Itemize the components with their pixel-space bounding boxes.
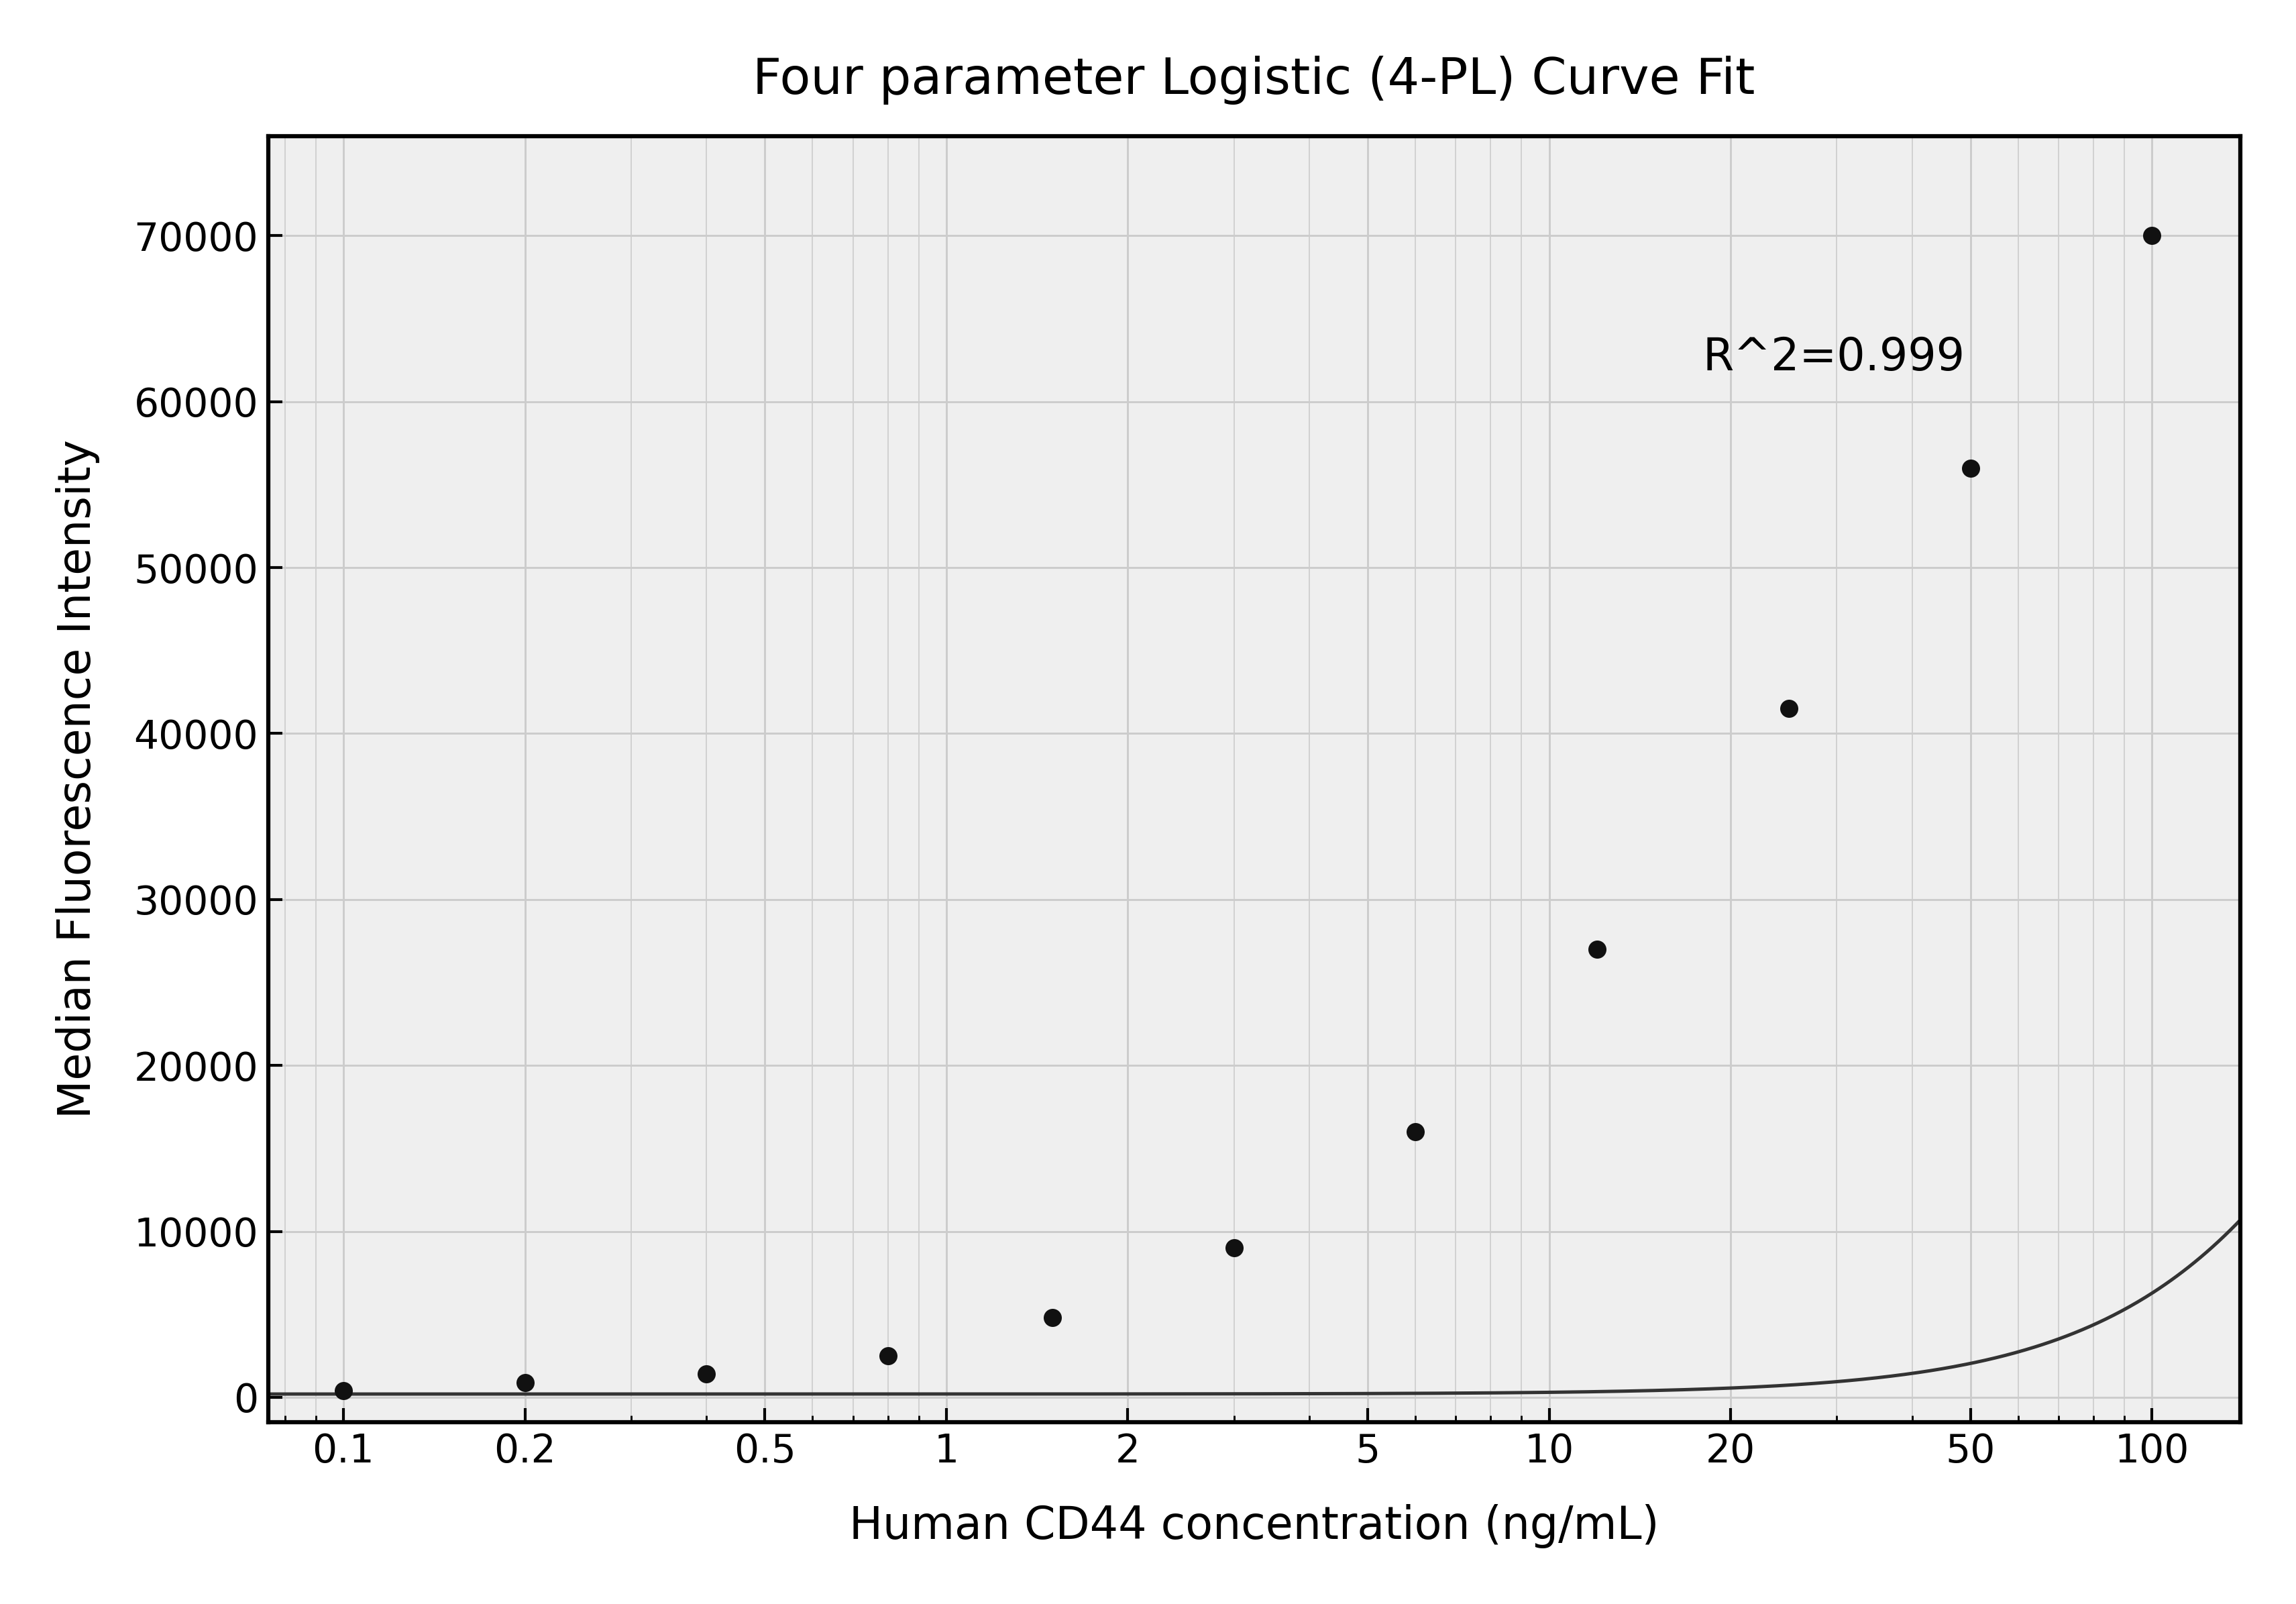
Point	[1033, 1306, 1070, 1331]
Point	[1396, 1120, 1433, 1145]
Point	[1215, 1235, 1251, 1261]
Point	[2133, 223, 2170, 249]
Point	[1580, 937, 1616, 962]
Point	[1770, 696, 1807, 722]
Point	[689, 1362, 726, 1387]
X-axis label: Human CD44 concentration (ng/mL): Human CD44 concentration (ng/mL)	[850, 1505, 1660, 1548]
Point	[326, 1378, 363, 1404]
Point	[507, 1370, 544, 1395]
Y-axis label: Median Fluorescence Intensity: Median Fluorescence Intensity	[55, 439, 101, 1118]
Point	[1952, 456, 1988, 481]
Text: R^2=0.999: R^2=0.999	[1704, 335, 1965, 380]
Title: Four parameter Logistic (4-PL) Curve Fit: Four parameter Logistic (4-PL) Curve Fit	[753, 56, 1754, 104]
Point	[870, 1343, 907, 1368]
